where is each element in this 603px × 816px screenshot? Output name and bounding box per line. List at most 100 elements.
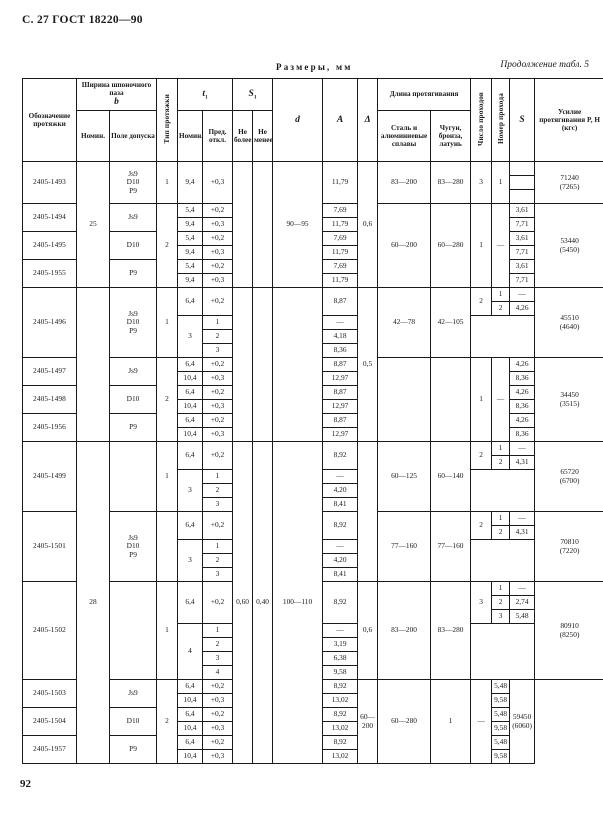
- cell-length-steel: 60—200: [357, 679, 379, 764]
- col-keyway-tolerance-field: Поле допуска: [108, 109, 158, 163]
- table-row: 2405-1496 Js9 D10 P9 1 6,4 +0,2 8,87 0,5 42—78 42—…: [22, 287, 603, 442]
- cell-delta: 0,6: [357, 581, 379, 680]
- cell-length-steel: 60—200: [377, 203, 432, 288]
- table-row: 3 1—: [23, 469, 603, 512]
- cell-designation: 2405-1501: [22, 511, 77, 582]
- cell-t1-nominal: 9,4: [177, 273, 204, 288]
- cell-tolerance-field: P9: [108, 259, 158, 288]
- cell-force: 70810 (7220): [534, 511, 603, 582]
- cell-S: 4,26: [509, 301, 536, 316]
- cell-t1-nominal: 6,4: [177, 287, 204, 316]
- cell-designation: 2405-1493: [22, 161, 77, 204]
- cell-length-cast-iron: 83—280: [430, 161, 472, 204]
- cell-S: 2,74: [509, 595, 536, 610]
- cell-S: 4,31: [509, 525, 536, 540]
- cell-pass-number: 2: [202, 637, 234, 652]
- cell-t1-tolerance: +0,3: [202, 217, 234, 232]
- cell-s1-min: [252, 287, 274, 442]
- cell-t1-nominal: 6,4: [177, 357, 204, 372]
- cell-S: 6,38: [322, 651, 359, 666]
- col-keyway-width: Ширина шпоночного паза b: [75, 78, 158, 111]
- cell-t1-nominal: 6,4: [177, 441, 204, 470]
- cell-pass-count: 2: [470, 441, 493, 470]
- cell-t1-tolerance: +0,2: [202, 259, 234, 274]
- col-S: S: [509, 78, 536, 162]
- table-row: 9,4 +0,3 11,79 7,71: [23, 245, 603, 260]
- cell-t1-nominal: 10,4: [177, 693, 204, 708]
- cell-pass-number: 3: [491, 609, 511, 624]
- cell-t1-nominal: 9,4: [177, 245, 204, 260]
- cell-S: 4,18: [322, 329, 359, 344]
- cell-designation: 2405-1499: [22, 441, 77, 512]
- col-t1: t1: [177, 78, 234, 111]
- cell-d: [272, 287, 324, 442]
- cell-t1-tolerance: +0,2: [202, 441, 234, 470]
- cell-A: 7,69: [322, 203, 359, 218]
- cell-broach-type: 1: [156, 441, 179, 512]
- col-broach-length: Длина протягивания: [377, 78, 472, 111]
- cell-t1-nominal: 6,4: [177, 385, 204, 400]
- table-row: 2 3,19: [23, 637, 603, 652]
- cell-t1-tolerance: +0,2: [202, 287, 234, 316]
- cell-broach-type: 1: [156, 581, 179, 680]
- cell-s1-min: [252, 161, 274, 288]
- cell-S: 8,41: [322, 567, 359, 582]
- cell-pass-number: 2: [491, 525, 511, 540]
- table-row: 3 5,48: [23, 609, 603, 624]
- table-row: 3 8,41: [23, 567, 603, 582]
- cell-delta: [357, 441, 379, 582]
- cell-pass-number: —: [491, 203, 511, 288]
- col-s1-max: Не более: [232, 109, 254, 163]
- cell-pass-number: 2: [202, 483, 234, 498]
- cell-tolerance-field: Js9 D10 P9: [108, 161, 158, 204]
- table-row: 2405-1501 Js9 D10 P9 6,4 +0,2 8,92 77—160 77—160…: [22, 511, 603, 582]
- pass-number-label: Номер прохода: [496, 93, 505, 145]
- cell-S: 4,26: [509, 385, 536, 400]
- cell-t1-nominal: 6,4: [177, 511, 204, 540]
- cell-A: 11,79: [322, 245, 359, 260]
- cell-pass-number: 3: [202, 343, 234, 358]
- cell-designation: 2405-1497: [22, 357, 77, 386]
- cell-force: 59450 (6060): [509, 679, 536, 764]
- cell-designation: 2405-1494: [22, 203, 77, 232]
- cell-t1-tolerance: +0,3: [202, 161, 234, 204]
- cell-A: 8,87: [322, 357, 359, 372]
- cell-S: 5,48: [491, 679, 511, 694]
- cell-length-steel: 83—200: [377, 581, 432, 680]
- cell-A: 11,79: [322, 161, 359, 204]
- table-row: 2405-1499 28 1 6,4 +0,2 0,60 0,40 100—110 8,92 60…: [22, 441, 603, 764]
- table-row: 2 4,31: [23, 455, 603, 470]
- cell-pass-number: 1: [491, 581, 511, 596]
- cell-A: 7,69: [322, 259, 359, 274]
- cell-length-cast-iron: 60—280: [377, 679, 432, 764]
- col-delta: Δ: [357, 78, 379, 162]
- cell-designation: 2405-1503: [22, 679, 77, 708]
- cell-s1-max: [232, 287, 254, 442]
- cell-tolerance-field: P9: [108, 735, 158, 764]
- cell-S: 5,48: [509, 609, 536, 624]
- cell-tolerance-field: D10: [108, 385, 158, 414]
- cell-designation: 2405-1502: [22, 581, 77, 680]
- col-pass-number: Номер прохода: [491, 78, 511, 162]
- cell-force: 45510 (4640): [534, 287, 603, 358]
- cell-length-steel: 60—125: [377, 441, 432, 512]
- cell-A: 8,92: [322, 511, 359, 540]
- cell-S: 3,19: [322, 637, 359, 652]
- cell-t1-tolerance: +0,2: [202, 679, 234, 694]
- cell-length-cast-iron: 42—105: [430, 287, 472, 358]
- cell-designation: 2405-1498: [22, 385, 77, 414]
- col-pass-count: Число проходов: [470, 78, 493, 162]
- cell-pass-count: 1: [470, 203, 493, 288]
- col-broach-type: Тип протяжки: [156, 78, 179, 162]
- table-row: 3 1—: [23, 315, 603, 358]
- table-row: 2 4,31: [23, 525, 603, 540]
- cell-S: 4,26: [509, 413, 536, 428]
- cell-S: 7,71: [509, 245, 536, 260]
- cell-tolerance-field: Js9: [108, 357, 158, 386]
- table-row: 2405-1956 P9 6,4 +0,2 8,87 4,26: [22, 413, 603, 442]
- table-row: 2405-1957 P9 6,4 +0,2 8,92 5,48: [22, 735, 603, 764]
- keyway-width-symbol: b: [114, 97, 119, 108]
- cell-force: 71240 (7265): [534, 161, 603, 204]
- cell-tolerance-field: P9: [108, 413, 158, 442]
- cell-t1-tolerance: +0,2: [202, 357, 234, 372]
